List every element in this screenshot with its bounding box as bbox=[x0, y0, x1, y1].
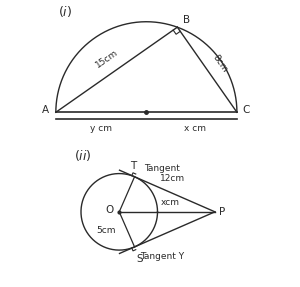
Text: B: B bbox=[183, 15, 190, 25]
Text: 8cm: 8cm bbox=[211, 53, 229, 74]
Text: 5cm: 5cm bbox=[96, 226, 115, 235]
Text: y cm: y cm bbox=[90, 124, 112, 133]
Text: C: C bbox=[242, 105, 250, 115]
Text: xcm: xcm bbox=[160, 198, 179, 207]
Text: P: P bbox=[219, 207, 225, 217]
Text: A: A bbox=[41, 105, 49, 115]
Text: 15cm: 15cm bbox=[94, 48, 120, 70]
Text: Tangent Y: Tangent Y bbox=[140, 252, 184, 261]
Text: 12cm: 12cm bbox=[160, 174, 185, 183]
Text: $(i)$: $(i)$ bbox=[58, 4, 72, 19]
Text: O: O bbox=[106, 205, 114, 216]
Text: T: T bbox=[130, 161, 136, 171]
Text: Tangent: Tangent bbox=[144, 164, 180, 173]
Text: S: S bbox=[136, 254, 142, 264]
Text: x cm: x cm bbox=[184, 124, 206, 133]
Text: $(ii)$: $(ii)$ bbox=[74, 148, 92, 163]
